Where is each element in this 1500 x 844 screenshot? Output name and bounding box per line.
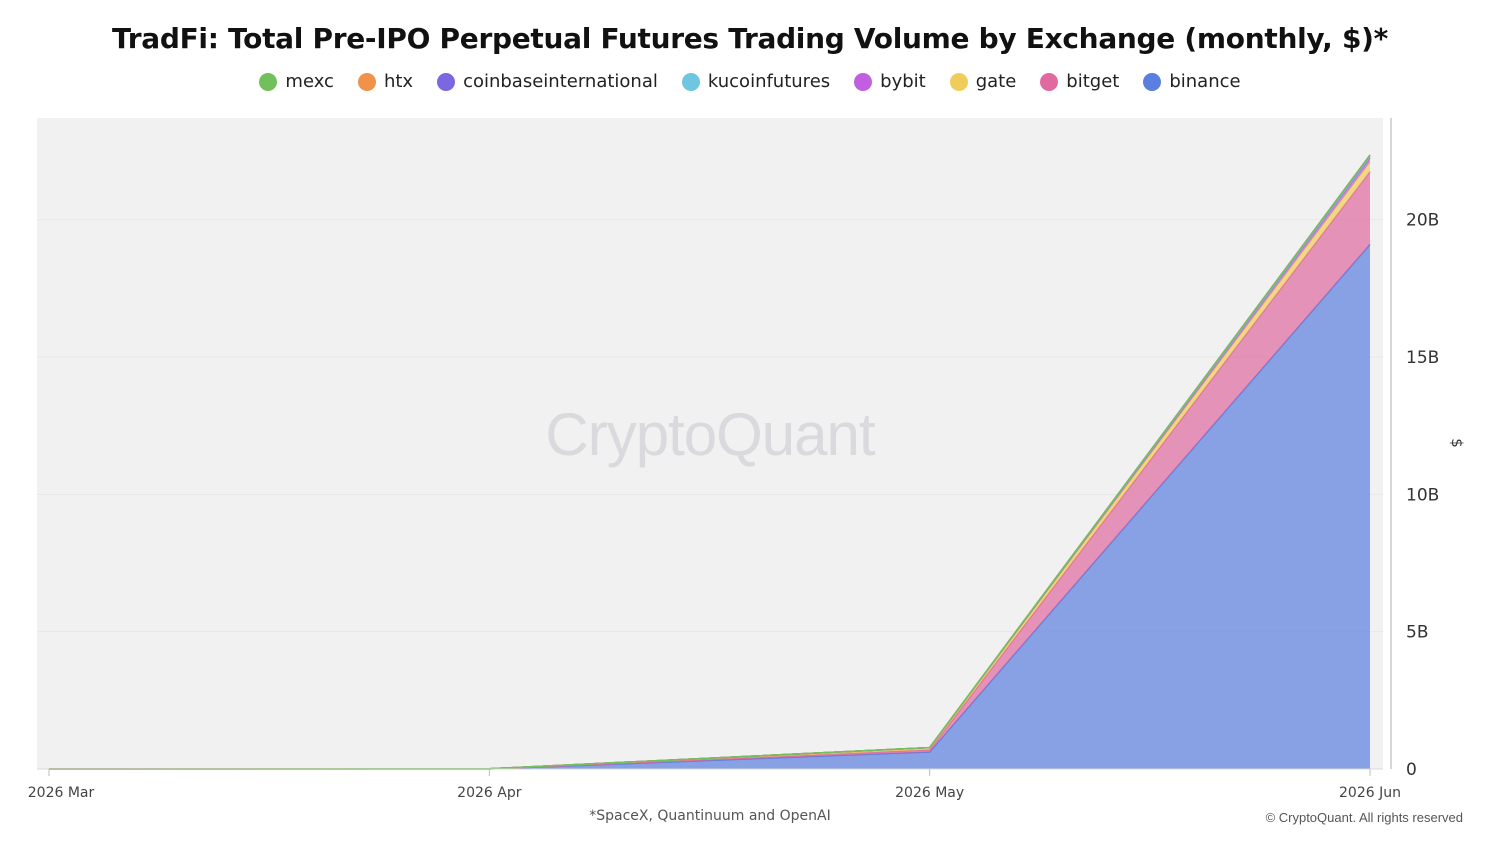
x-tick-label: 2026 Jun [1339,785,1401,801]
legend-item-htx[interactable]: htx [357,71,414,92]
legend-label: binance [1169,71,1241,92]
area-binance[interactable] [49,244,1370,769]
legend-item-coinbaseinternational[interactable]: coinbaseinternational [437,71,658,92]
legend-marker [357,72,376,91]
legend-label: bybit [880,71,926,92]
legend-marker [949,72,968,91]
stacked-areas [48,154,1371,770]
copyright: © CryptoQuant. All rights reserved [1265,810,1463,825]
legend-item-binance[interactable]: binance [1143,71,1241,92]
legend-marker [1143,72,1162,91]
legend-label: htx [383,71,414,92]
y-tick-label: 15B [1406,348,1439,368]
x-tick-label: 2026 Mar [28,785,95,801]
watermark: CryptoQuant [545,401,875,468]
x-tick-label: 2026 May [895,785,964,801]
y-tick-label: 5B [1406,623,1428,643]
legend-label: mexc [285,71,334,92]
chart-title: TradFi: Total Pre-IPO Perpetual Futures … [112,22,1388,55]
y-axis-label: $ [1448,438,1466,448]
legend-item-mexc[interactable]: mexc [259,71,334,92]
legend-marker [681,72,700,91]
y-axis-ticks: 0 5B 10B 15B 20B [1406,211,1439,780]
legend: mexc htx coinbaseinternational kucoinfuture… [0,71,1500,92]
area-bitget[interactable] [49,171,1370,769]
y-tick-label: 20B [1406,211,1439,231]
legend-item-bybit[interactable]: bybit [854,71,926,92]
legend-label: gate [975,71,1017,92]
y-tick-label: 0 [1406,760,1417,780]
legend-marker [1040,72,1059,91]
y-tick-label: 10B [1406,485,1439,505]
x-axis-ticks: 2026 Mar 2026 Apr 2026 May 2026 Jun [28,769,1401,801]
legend-label: bitget [1066,71,1120,92]
legend-marker [854,72,873,91]
legend-label: kucoinfutures [707,71,831,92]
legend-item-gate[interactable]: gate [949,71,1017,92]
legend-marker [437,72,456,91]
footnote: *SpaceX, Quantinuum and OpenAI [589,808,831,824]
legend-label: coinbaseinternational [463,71,658,92]
legend-item-kucoinfutures[interactable]: kucoinfutures [681,71,831,92]
legend-item-bitget[interactable]: bitget [1040,71,1119,92]
x-tick-label: 2026 Apr [457,785,522,801]
legend-marker [259,72,278,91]
